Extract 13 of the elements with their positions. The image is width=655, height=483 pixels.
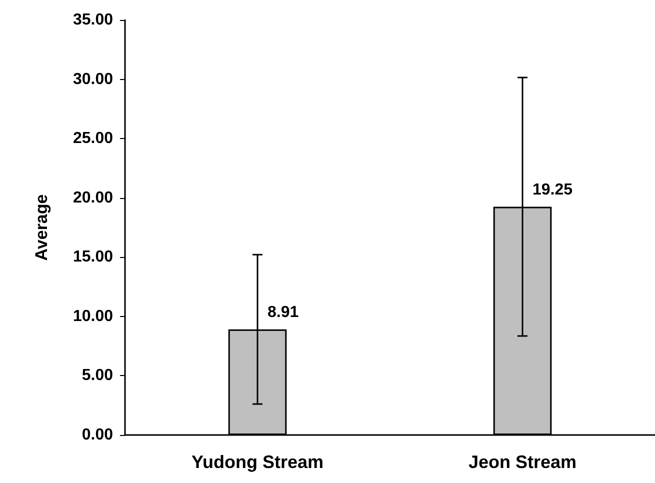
- y-tick-label: 15.00: [72, 248, 114, 266]
- x-tick-label: Jeon Stream: [468, 452, 577, 472]
- y-tick-label: 25.00: [72, 130, 114, 148]
- y-tick-label: 20.00: [72, 189, 114, 206]
- y-tick-label: 0.00: [82, 426, 114, 444]
- y-tick-label: 10.00: [72, 308, 114, 325]
- data-label: 8.91: [268, 304, 299, 321]
- y-axis-title: Average: [32, 194, 51, 261]
- x-tick-label: Yudong Stream: [191, 452, 324, 472]
- y-tick-label: 30.00: [72, 70, 114, 88]
- y-tick-label: 35.00: [72, 12, 114, 28]
- data-label: 19.25: [532, 181, 573, 198]
- y-tick-label: 5.00: [82, 367, 114, 384]
